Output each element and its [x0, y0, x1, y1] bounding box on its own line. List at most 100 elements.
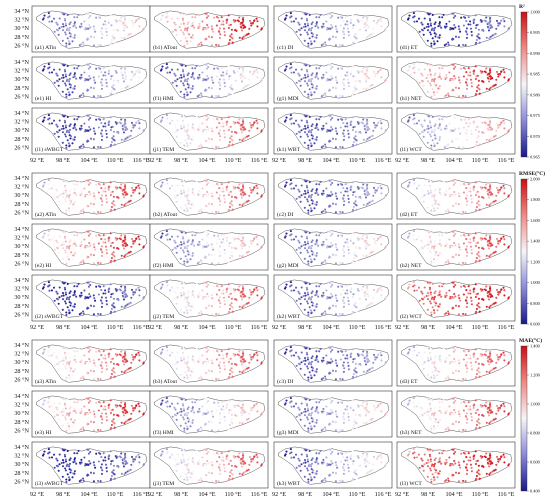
- station-dot: [350, 69, 353, 72]
- station-dot: [65, 313, 68, 316]
- station-dot: [130, 194, 133, 197]
- station-dot: [78, 410, 82, 413]
- station-dot: [73, 126, 76, 129]
- station-dot: [503, 354, 506, 357]
- station-dot: [479, 186, 482, 189]
- station-dot: [283, 185, 287, 188]
- station-dot: [298, 74, 301, 77]
- station-dot: [121, 294, 124, 297]
- station-dot: [310, 32, 313, 35]
- station-dot: [194, 183, 197, 186]
- station-dot: [105, 85, 108, 88]
- station-dot: [495, 361, 498, 364]
- station-dot: [175, 302, 178, 305]
- station-dot: [494, 250, 497, 253]
- station-dot: [73, 201, 76, 204]
- station-dot: [225, 239, 228, 242]
- station-dot: [204, 346, 207, 349]
- station-dot: [346, 125, 349, 128]
- station-dot: [328, 281, 331, 284]
- station-dot: [453, 23, 456, 27]
- panel-label: (i1) sWBGT: [35, 146, 64, 153]
- station-dot: [107, 21, 110, 24]
- station-dot: [204, 12, 207, 15]
- station-dot: [213, 67, 216, 70]
- station-dot: [311, 369, 314, 372]
- station-dot: [306, 31, 309, 34]
- station-dot: [433, 196, 436, 199]
- station-dot: [342, 27, 345, 30]
- station-dot: [105, 415, 108, 418]
- station-dot: [200, 375, 203, 378]
- station-dot: [47, 114, 50, 117]
- station-dot: [56, 80, 59, 83]
- station-dot: [342, 87, 345, 90]
- station-dot: [358, 298, 361, 301]
- station-dot: [363, 192, 366, 195]
- station-dot: [89, 14, 92, 18]
- station-dot: [95, 234, 98, 237]
- station-dot: [480, 20, 483, 23]
- station-dot: [76, 16, 79, 19]
- station-dot: [354, 84, 357, 87]
- station-dot: [342, 299, 345, 302]
- station-dot: [310, 241, 313, 244]
- station-dot: [315, 123, 318, 126]
- station-dot: [339, 377, 342, 380]
- station-dot: [133, 240, 136, 243]
- station-dot: [464, 44, 467, 47]
- station-dot: [260, 28, 263, 31]
- station-dot: [223, 197, 226, 200]
- station-dot: [66, 371, 69, 374]
- station-dot: [344, 118, 347, 121]
- station-dot: [497, 22, 500, 25]
- station-dot: [342, 122, 345, 125]
- station-dot: [474, 65, 477, 68]
- station-dot: [445, 261, 448, 264]
- station-dot: [97, 284, 100, 287]
- station-dot: [124, 361, 127, 364]
- panel-label: (i2) sWBGT: [35, 313, 64, 320]
- station-dot: [168, 354, 172, 357]
- station-dot: [362, 234, 365, 237]
- station-dot: [186, 125, 189, 128]
- station-dot: [500, 237, 503, 240]
- station-dot: [430, 362, 433, 366]
- station-dot: [485, 370, 488, 373]
- station-dot: [255, 119, 258, 122]
- station-dot: [433, 29, 436, 32]
- station-dot: [354, 135, 357, 138]
- station-dot: [215, 15, 218, 18]
- station-dot: [294, 286, 298, 289]
- station-dot: [75, 77, 78, 80]
- station-dot: [68, 131, 71, 134]
- station-dot: [329, 234, 332, 237]
- station-dot: [112, 200, 115, 203]
- station-dot: [189, 374, 192, 377]
- station-dot: [308, 347, 311, 351]
- station-dot: [431, 371, 434, 374]
- station-dot: [418, 81, 421, 84]
- station-dot: [222, 71, 225, 74]
- station-dot: [491, 360, 494, 363]
- station-dot: [86, 397, 89, 400]
- station-dot: [260, 246, 263, 249]
- station-dot: [241, 24, 244, 27]
- station-dot: [427, 294, 430, 297]
- station-dot: [445, 294, 448, 297]
- station-dot: [187, 123, 190, 126]
- station-dot: [228, 24, 231, 27]
- station-dot: [441, 285, 444, 288]
- station-dot: [120, 285, 123, 288]
- station-dot: [355, 88, 358, 91]
- station-dot: [123, 293, 126, 296]
- station-dot: [123, 18, 127, 21]
- station-dot: [228, 375, 231, 378]
- station-dot: [498, 124, 501, 127]
- station-dot: [181, 119, 184, 122]
- station-dot: [137, 184, 140, 187]
- station-dot: [82, 377, 85, 380]
- station-dot: [233, 238, 236, 241]
- station-dot: [110, 75, 113, 78]
- station-dot: [93, 413, 96, 416]
